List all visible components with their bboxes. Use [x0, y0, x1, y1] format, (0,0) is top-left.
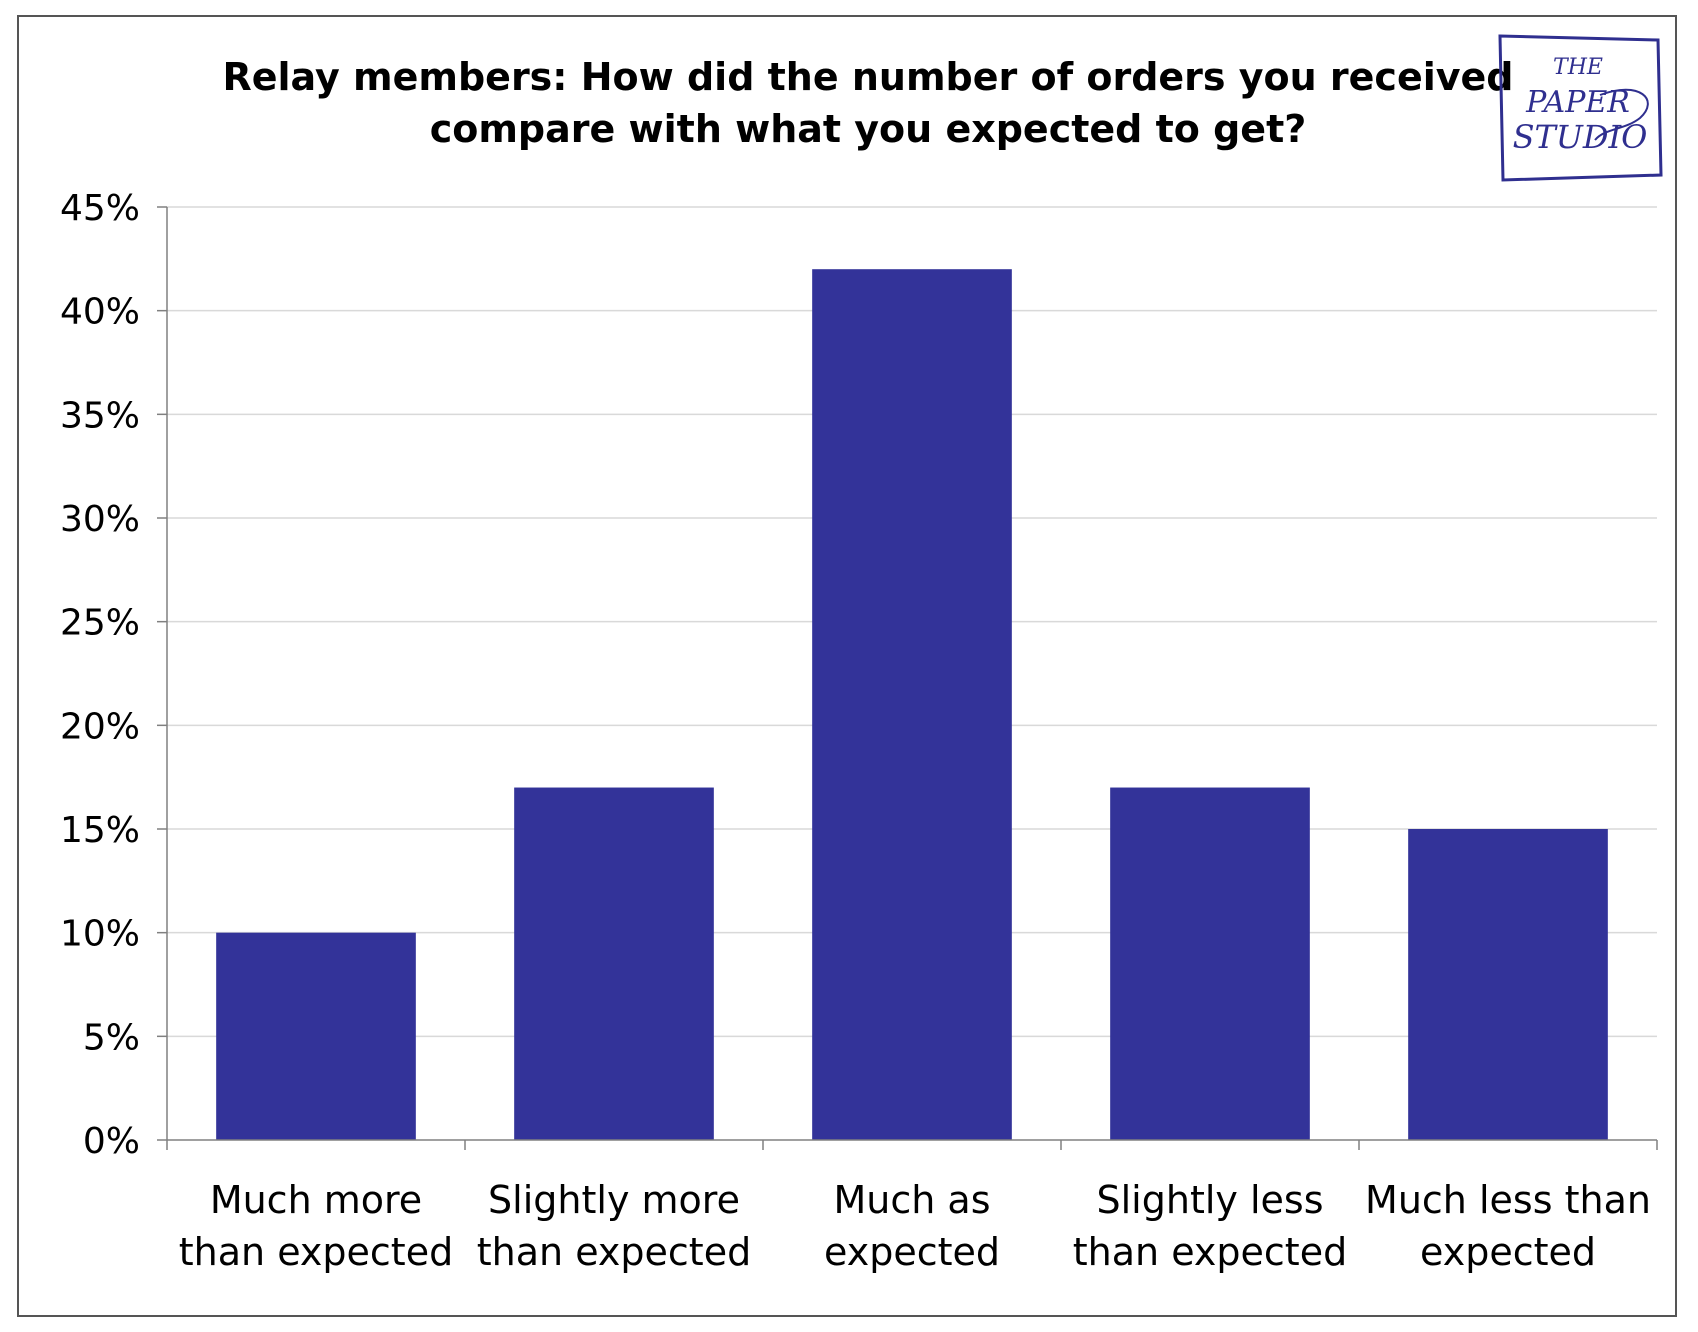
x-category-label: than expected — [477, 1230, 751, 1274]
y-tick-label: 15% — [60, 810, 140, 851]
x-category-label: Slightly more — [488, 1178, 740, 1222]
y-tick-label: 40% — [60, 292, 140, 333]
x-category-label: Much less than — [1365, 1178, 1651, 1222]
bar — [1110, 787, 1310, 1140]
y-tick-label: 0% — [83, 1121, 140, 1162]
bar — [1408, 829, 1608, 1140]
chart-title: Relay members: How did the number of ord… — [222, 55, 1513, 151]
y-tick-label: 30% — [60, 499, 140, 540]
y-tick-label: 35% — [60, 395, 140, 436]
paper-studio-logo: THE PAPER STUDIO — [1498, 34, 1663, 182]
logo-flourish — [1594, 88, 1649, 141]
logo-line-1: THE — [1553, 55, 1603, 80]
chart-title-line-2: compare with what you expected to get? — [430, 107, 1307, 151]
y-tick-label: 45% — [60, 188, 140, 229]
bars — [216, 269, 1608, 1140]
x-category-label: Much as — [833, 1178, 990, 1222]
x-category-labels: Much more than expected Slightly more than … — [179, 1178, 1651, 1274]
x-category-label: Slightly less — [1097, 1178, 1324, 1222]
x-category-label: than expected — [1073, 1230, 1347, 1274]
x-category-label: than expected — [179, 1230, 453, 1274]
y-tick-label: 25% — [60, 603, 140, 644]
bar — [514, 787, 714, 1140]
y-tick-label: 20% — [60, 706, 140, 747]
logo-line-3: STUDIO — [1513, 118, 1648, 156]
bar — [812, 269, 1012, 1140]
x-category-label: expected — [824, 1230, 1000, 1274]
bar — [216, 932, 416, 1140]
logo-border — [1498, 34, 1663, 182]
x-category-label: Much more — [210, 1178, 422, 1222]
chart-title-line-1: Relay members: How did the number of ord… — [222, 55, 1513, 99]
y-tick-labels: 0% 5% 10% 15% 20% 25% 30% 35% 40% 45% — [60, 188, 140, 1162]
y-tick-label: 10% — [60, 914, 140, 955]
x-category-label: expected — [1420, 1230, 1596, 1274]
y-tick-label: 5% — [83, 1017, 140, 1058]
logo-line-2: PAPER — [1525, 85, 1630, 120]
axes — [157, 206, 1658, 1150]
